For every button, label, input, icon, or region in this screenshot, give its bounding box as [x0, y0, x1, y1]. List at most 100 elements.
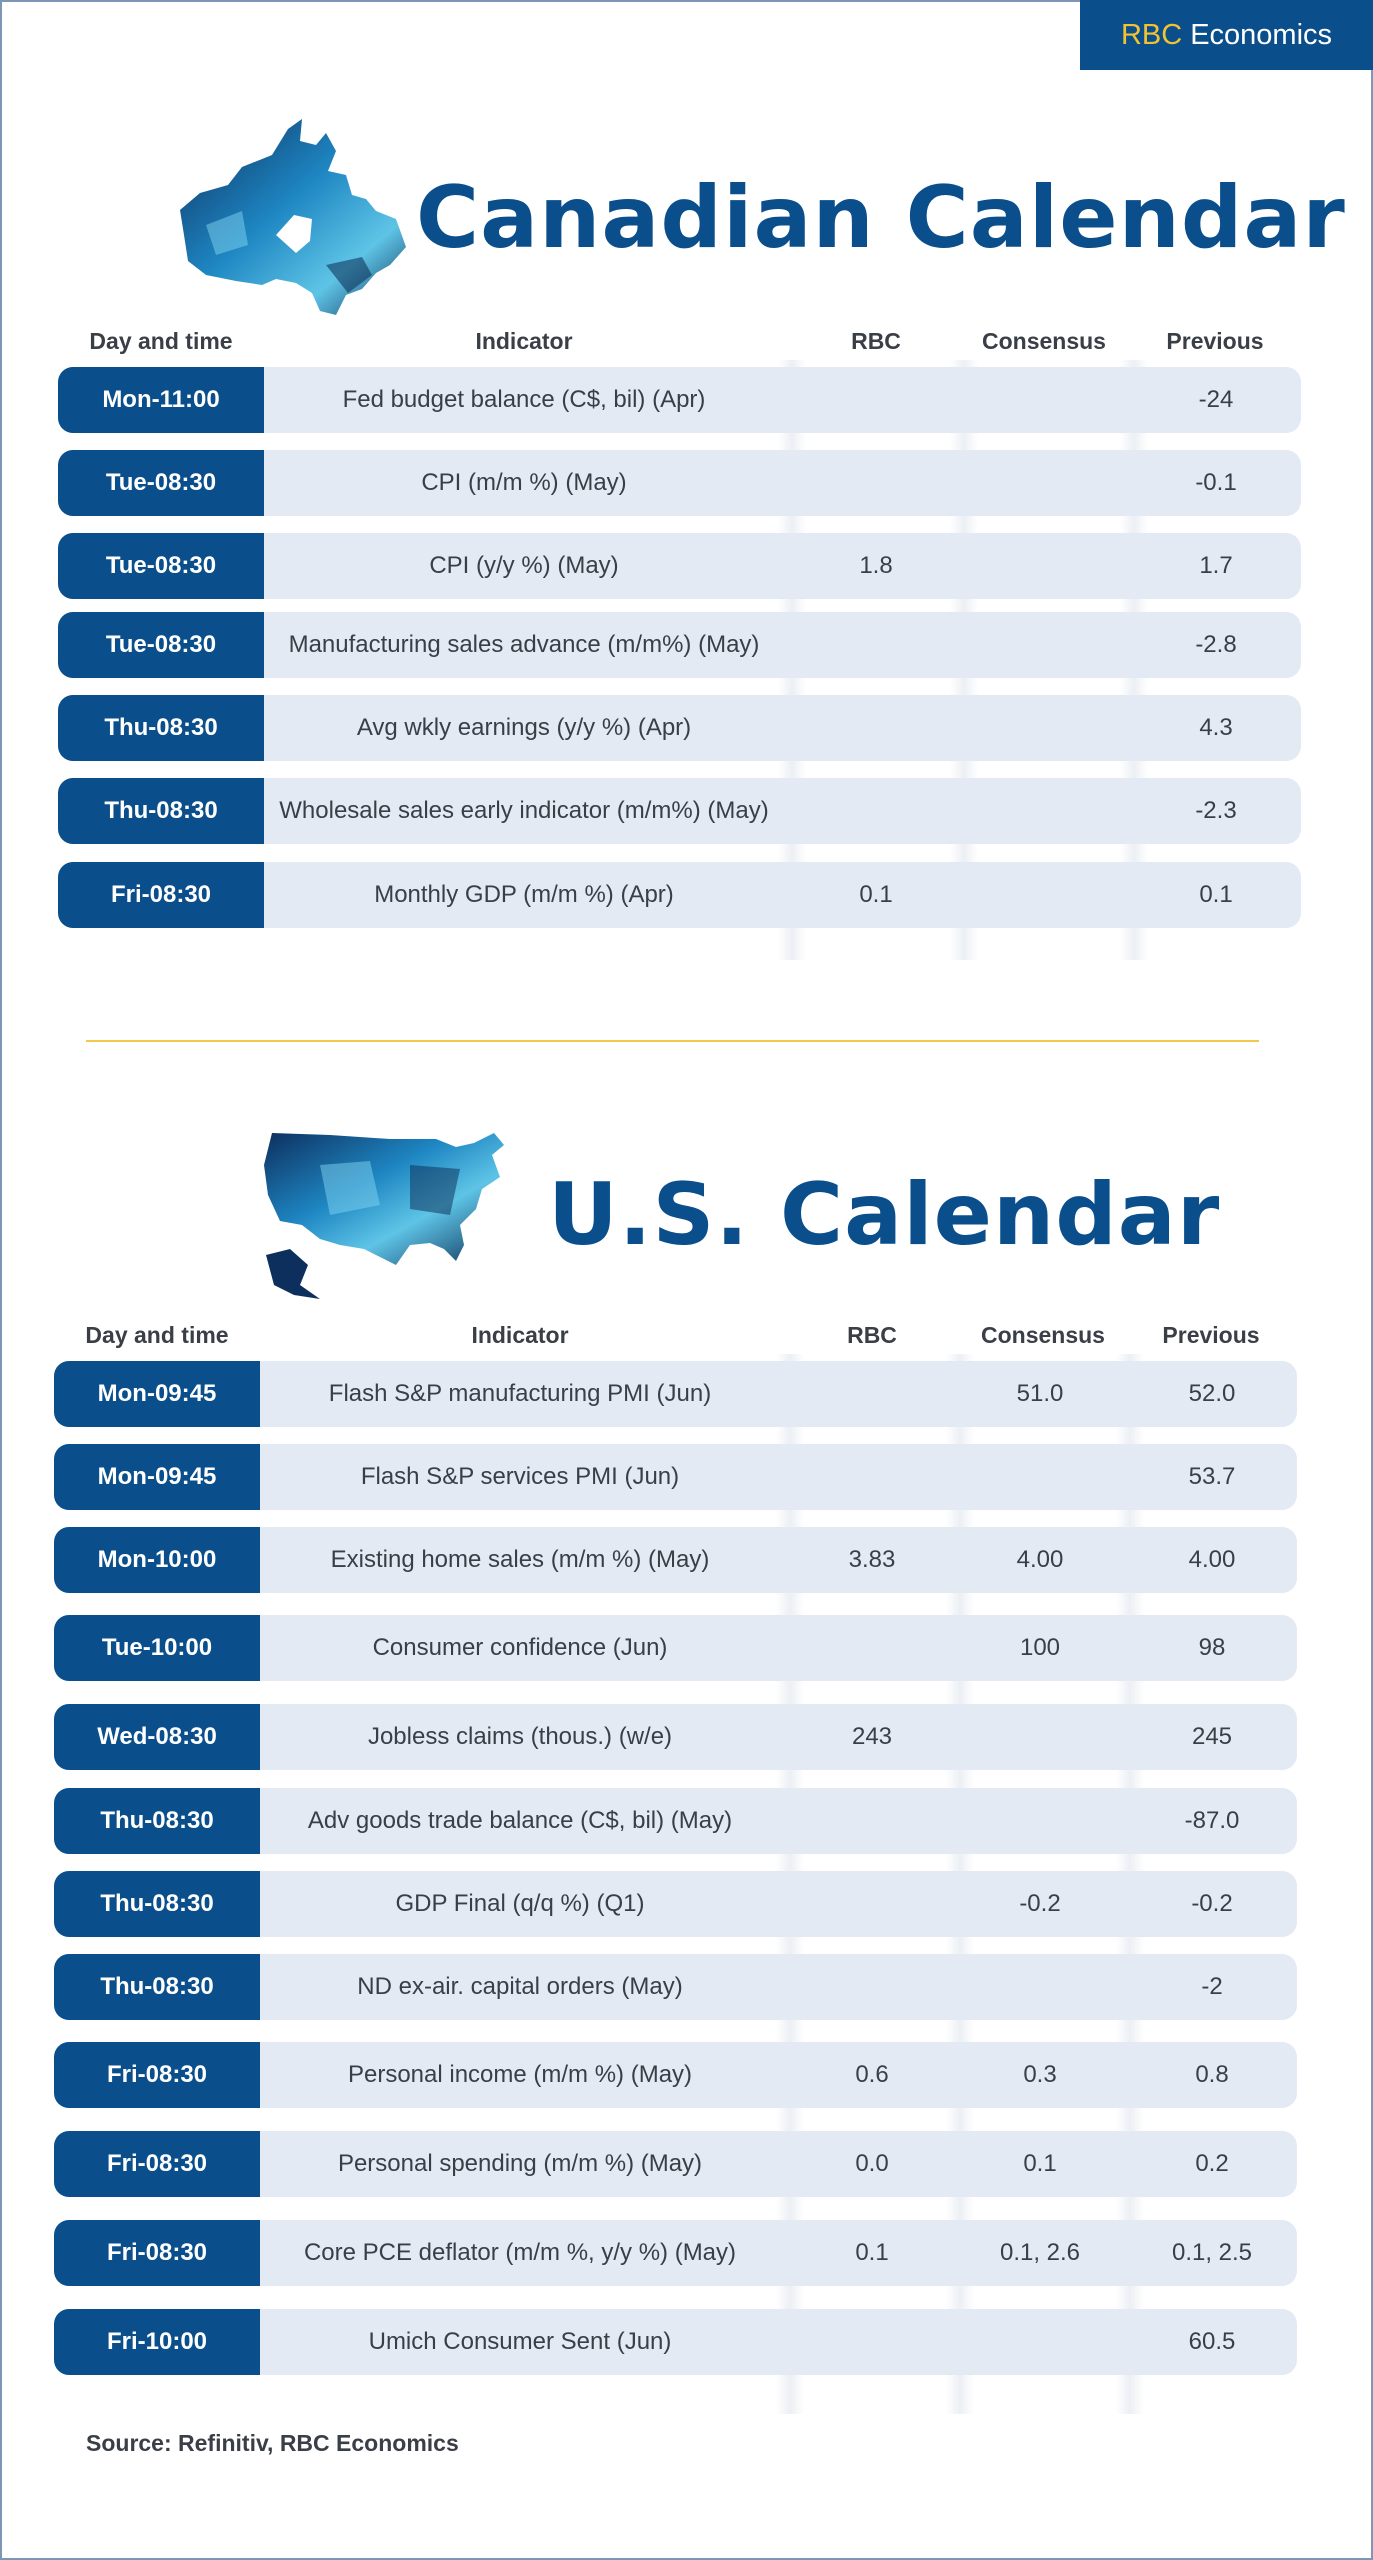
- indicator-cell: Manufacturing sales advance (m/m%) (May): [288, 631, 760, 658]
- rbc-cell: [790, 1954, 954, 2020]
- table-row: Mon-09:45 Flash S&P services PMI (Jun) 53.…: [54, 1444, 1297, 1510]
- rbc-cell: 0.1: [855, 2239, 889, 2266]
- canada-table-header: Day and time Indicator RBC Consensus Pre…: [0, 328, 1373, 368]
- previous-cell: -24: [1198, 386, 1234, 413]
- indicator-cell: Wholesale sales early indicator (m/m%) (…: [279, 797, 769, 824]
- consensus-cell: [958, 1954, 1122, 2020]
- rbc-cell: [790, 1615, 954, 1681]
- us-header-previous: Previous: [1162, 1322, 1260, 1348]
- day-time-cell: Fri-08:30: [54, 2042, 260, 2108]
- day-time-cell: Tue-08:30: [58, 612, 264, 678]
- day-time-cell: Thu-08:30: [54, 1871, 260, 1937]
- rbc-cell: [790, 1444, 954, 1510]
- rbc-cell: 1.8: [859, 552, 893, 579]
- consensus-cell: 51.0: [1016, 1380, 1064, 1407]
- consensus-cell: [962, 612, 1126, 678]
- indicator-cell: Existing home sales (m/m %) (May): [330, 1546, 710, 1573]
- table-row: Tue-08:30 CPI (m/m %) (May) -0.1: [58, 450, 1301, 516]
- previous-cell: 52.0: [1188, 1380, 1236, 1407]
- us-header-indicator: Indicator: [471, 1322, 569, 1348]
- day-time-cell: Tue-10:00: [54, 1615, 260, 1681]
- us-header-rbc: RBC: [847, 1322, 897, 1348]
- table-row: Wed-08:30 Jobless claims (thous.) (w/e) 24…: [54, 1704, 1297, 1770]
- usa-map-icon: [264, 1133, 504, 1299]
- table-row: Mon-09:45 Flash S&P manufacturing PMI (Ju…: [54, 1361, 1297, 1427]
- day-time-cell: Thu-08:30: [58, 695, 264, 761]
- table-row: Thu-08:30 ND ex-air. capital orders (May)…: [54, 1954, 1297, 2020]
- day-time-cell: Thu-08:30: [54, 1788, 260, 1854]
- day-time-cell: Mon-10:00: [54, 1527, 260, 1593]
- previous-cell: 98: [1198, 1634, 1226, 1661]
- indicator-cell: Core PCE deflator (m/m %, y/y %) (May): [303, 2239, 737, 2266]
- consensus-cell: [962, 450, 1126, 516]
- canada-header-previous: Previous: [1166, 328, 1264, 354]
- table-row: Fri-08:30 Monthly GDP (m/m %) (Apr) 0.1 0.1: [58, 862, 1301, 928]
- indicator-cell: Avg wkly earnings (y/y %) (Apr): [356, 714, 692, 741]
- indicator-cell: ND ex-air. capital orders (May): [357, 1973, 683, 2000]
- consensus-cell: [958, 1704, 1122, 1770]
- indicator-cell: GDP Final (q/q %) (Q1): [395, 1890, 645, 1917]
- rbc-cell: 0.0: [855, 2150, 889, 2177]
- consensus-cell: [958, 2309, 1122, 2375]
- previous-cell: 53.7: [1188, 1463, 1236, 1490]
- indicator-cell: Consumer confidence (Jun): [372, 1634, 668, 1661]
- canada-map-icon: [180, 119, 406, 315]
- rbc-cell: 0.1: [859, 881, 893, 908]
- indicator-cell: Fed budget balance (C$, bil) (Apr): [342, 386, 706, 413]
- previous-cell: 60.5: [1188, 2328, 1236, 2355]
- consensus-cell: [962, 533, 1126, 599]
- canada-title-row: Canadian Calendar: [176, 115, 1346, 321]
- rbc-cell: [790, 1361, 954, 1427]
- day-time-cell: Mon-09:45: [54, 1444, 260, 1510]
- consensus-cell: -0.2: [1019, 1890, 1061, 1917]
- rbc-cell: 0.6: [855, 2061, 889, 2088]
- indicator-cell: CPI (y/y %) (May): [429, 552, 619, 579]
- previous-cell: 4.00: [1188, 1546, 1236, 1573]
- table-row: Thu-08:30 GDP Final (q/q %) (Q1) -0.2 -0.2: [54, 1871, 1297, 1937]
- day-time-cell: Fri-08:30: [54, 2220, 260, 2286]
- indicator-cell: Flash S&P manufacturing PMI (Jun): [328, 1380, 712, 1407]
- brand-name: Economics: [1190, 18, 1333, 51]
- day-time-cell: Tue-08:30: [58, 450, 264, 516]
- us-header-day: Day and time: [85, 1322, 229, 1348]
- day-time-cell: Mon-09:45: [54, 1361, 260, 1427]
- consensus-cell: [958, 1444, 1122, 1510]
- consensus-cell: [958, 1788, 1122, 1854]
- indicator-cell: Monthly GDP (m/m %) (Apr): [374, 881, 674, 908]
- previous-cell: 0.2: [1195, 2150, 1229, 2177]
- previous-cell: -0.2: [1191, 1890, 1233, 1917]
- rbc-cell: 243: [851, 1723, 893, 1750]
- us-header-consensus: Consensus: [981, 1322, 1105, 1348]
- table-row: Tue-10:00 Consumer confidence (Jun) 100 98: [54, 1615, 1297, 1681]
- indicator-cell: CPI (m/m %) (May): [421, 469, 627, 496]
- canada-header-indicator: Indicator: [475, 328, 573, 354]
- consensus-cell: 0.3: [1023, 2061, 1057, 2088]
- us-title-row: U.S. Calendar: [260, 1125, 1220, 1305]
- table-row: Tue-08:30 CPI (y/y %) (May) 1.8 1.7: [58, 533, 1301, 599]
- table-row: Thu-08:30 Avg wkly earnings (y/y %) (Apr)…: [58, 695, 1301, 761]
- source-note: Source: Refinitiv, RBC Economics: [86, 2430, 459, 2456]
- rbc-cell: [794, 695, 958, 761]
- canada-title: Canadian Calendar: [416, 168, 1346, 268]
- indicator-cell: Personal income (m/m %) (May): [347, 2061, 693, 2088]
- previous-cell: 0.1: [1199, 881, 1233, 908]
- previous-cell: -0.1: [1195, 469, 1237, 496]
- rbc-cell: 3.83: [848, 1546, 896, 1573]
- consensus-cell: [962, 862, 1126, 928]
- rbc-cell: [794, 450, 958, 516]
- indicator-cell: Adv goods trade balance (C$, bil) (May): [307, 1807, 733, 1834]
- day-time-cell: Thu-08:30: [58, 778, 264, 844]
- consensus-cell: 4.00: [1016, 1546, 1064, 1573]
- previous-cell: 0.1, 2.5: [1171, 2239, 1253, 2266]
- brand-prefix: RBC: [1120, 18, 1183, 51]
- table-row: Mon-11:00 Fed budget balance (C$, bil) (A…: [58, 367, 1301, 433]
- day-time-cell: Wed-08:30: [54, 1704, 260, 1770]
- indicator-cell: Flash S&P services PMI (Jun): [360, 1463, 680, 1490]
- table-row: Fri-10:00 Umich Consumer Sent (Jun) 60.5: [54, 2309, 1297, 2375]
- consensus-cell: [962, 778, 1126, 844]
- rbc-cell: [794, 367, 958, 433]
- consensus-cell: [962, 367, 1126, 433]
- section-divider: [86, 1040, 1259, 1042]
- consensus-cell: [962, 695, 1126, 761]
- table-row: Thu-08:30 Adv goods trade balance (C$, bi…: [54, 1788, 1297, 1854]
